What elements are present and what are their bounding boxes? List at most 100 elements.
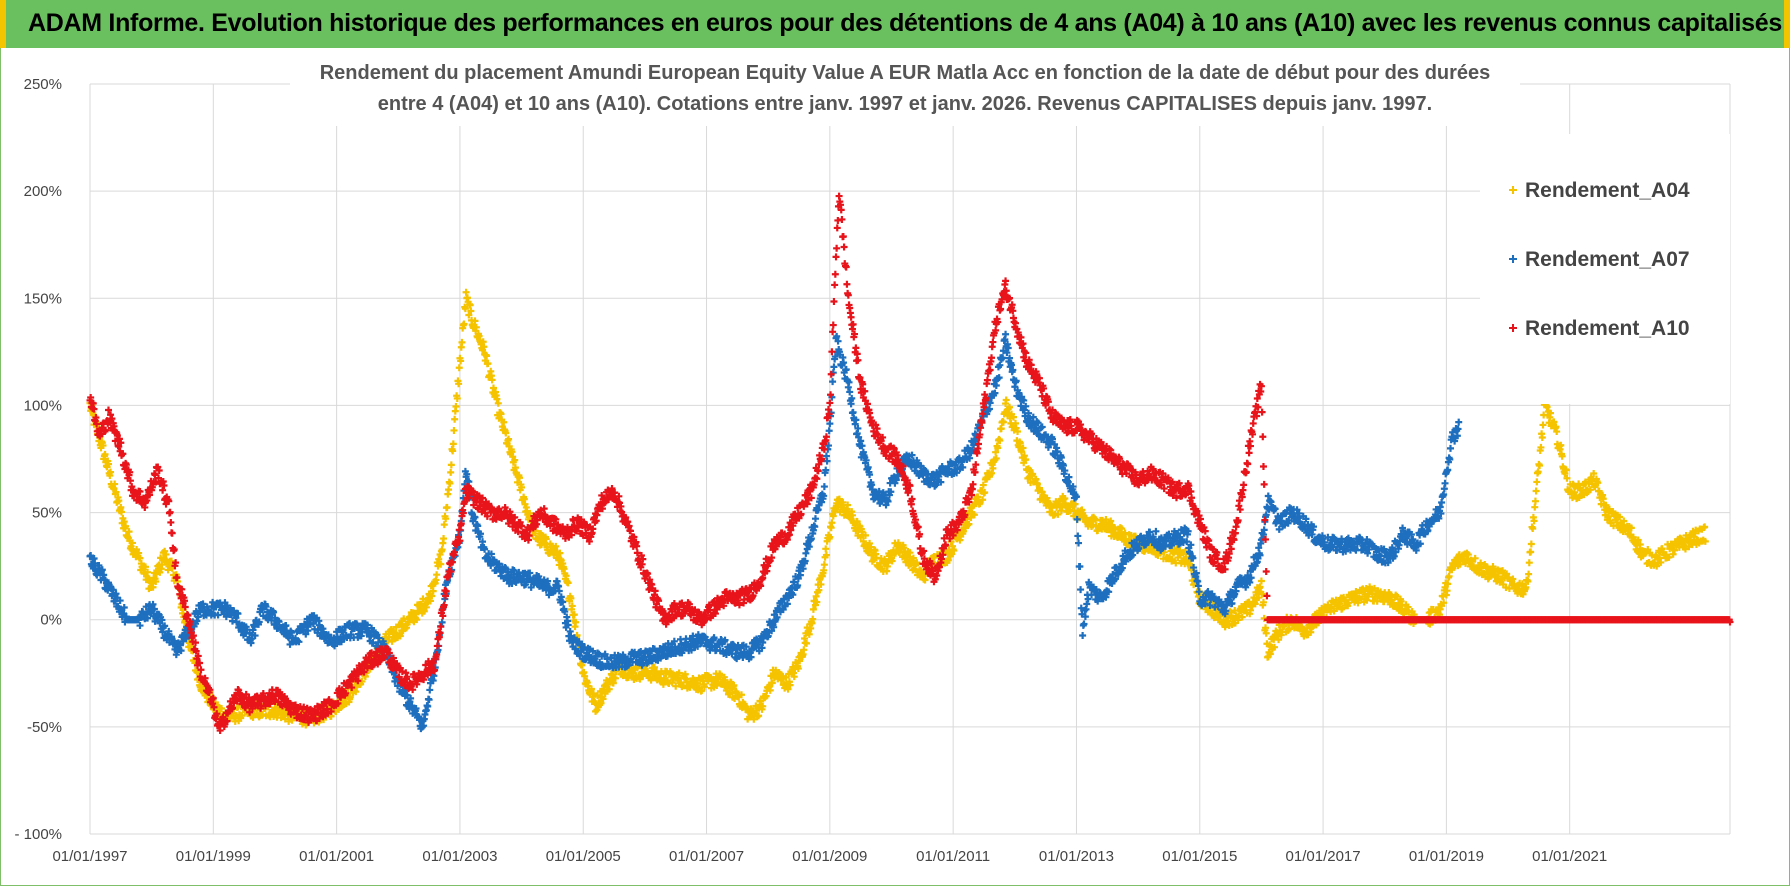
data-point <box>1527 540 1535 548</box>
x-tick-label: 01/01/2005 <box>546 848 621 865</box>
data-points <box>86 192 1734 734</box>
data-point <box>1536 461 1544 469</box>
x-tick-label: 01/01/2003 <box>422 848 497 865</box>
data-point <box>1258 590 1266 598</box>
data-point <box>913 559 921 567</box>
data-point <box>944 556 952 564</box>
data-point <box>979 496 987 504</box>
data-point <box>1210 614 1218 622</box>
data-point <box>1014 428 1022 436</box>
data-point <box>809 615 817 623</box>
data-point <box>218 705 226 713</box>
data-point <box>1077 586 1085 594</box>
data-point <box>672 682 680 690</box>
data-point <box>505 435 513 443</box>
data-point <box>1054 510 1062 518</box>
data-point <box>1257 577 1265 585</box>
data-point <box>906 549 914 557</box>
data-point <box>997 425 1005 433</box>
data-point <box>1531 497 1539 505</box>
data-point <box>488 376 496 384</box>
data-point <box>455 364 463 372</box>
data-point <box>1121 529 1129 537</box>
data-point <box>768 679 776 687</box>
data-point <box>111 480 119 488</box>
x-tick-label: 01/01/2015 <box>1162 848 1237 865</box>
data-point <box>125 528 133 536</box>
data-point <box>429 587 437 595</box>
data-point <box>449 447 457 455</box>
data-point <box>1527 548 1535 556</box>
data-point <box>152 578 160 586</box>
data-point <box>428 592 436 600</box>
data-point <box>809 605 817 613</box>
data-point <box>1448 566 1456 574</box>
data-point <box>1118 525 1126 533</box>
data-point <box>578 661 586 669</box>
data-point <box>1539 421 1547 429</box>
data-point <box>1035 484 1043 492</box>
data-point <box>650 663 658 671</box>
data-point <box>455 380 463 388</box>
data-point <box>994 444 1002 452</box>
data-point <box>992 448 1000 456</box>
data-point <box>1074 532 1082 540</box>
report-title: ADAM Informe. Evolution historique des p… <box>28 9 1782 37</box>
data-point <box>830 363 838 371</box>
data-point <box>471 317 479 325</box>
data-point <box>988 469 996 477</box>
data-point <box>133 545 141 553</box>
data-point <box>1026 466 1034 474</box>
data-point <box>453 394 461 402</box>
data-point <box>815 586 823 594</box>
data-point <box>800 646 808 654</box>
data-point <box>438 546 446 554</box>
data-point <box>466 301 474 309</box>
data-point <box>440 535 448 543</box>
data-point <box>1441 479 1449 487</box>
data-point <box>104 460 112 468</box>
x-tick-label: 01/01/2017 <box>1286 848 1361 865</box>
data-point <box>826 533 834 541</box>
data-point <box>581 672 589 680</box>
x-tick-label: 01/01/2001 <box>299 848 374 865</box>
data-point <box>970 511 978 519</box>
data-point <box>128 539 136 547</box>
data-point <box>1344 599 1352 607</box>
data-point <box>502 429 510 437</box>
y-tick-label: 150% <box>24 290 62 307</box>
data-point <box>449 440 457 448</box>
x-axis-tick-labels: 01/01/1997 01/01/1999 01/01/2001 01/01/2003… <box>52 848 1607 865</box>
data-point <box>1238 613 1246 621</box>
data-point <box>921 576 929 584</box>
data-point <box>1080 620 1088 628</box>
data-point <box>989 464 997 472</box>
data-point <box>716 671 724 679</box>
data-point <box>1022 456 1030 464</box>
data-point <box>162 550 170 558</box>
data-point <box>1002 330 1010 338</box>
data-point <box>494 399 502 407</box>
data-point <box>443 503 451 511</box>
data-point <box>1464 551 1472 559</box>
data-point <box>813 598 821 606</box>
scatter-chart: 250%200%150%100%50%0%-50%- 100% 01/01/19… <box>14 56 1734 865</box>
data-point <box>1262 629 1270 637</box>
data-point <box>461 305 469 313</box>
data-point <box>238 712 246 720</box>
data-point <box>888 557 896 565</box>
data-point <box>1029 470 1037 478</box>
data-point <box>811 515 819 523</box>
data-point <box>518 483 526 491</box>
data-point <box>599 695 607 703</box>
data-point <box>484 360 492 368</box>
report-header: ADAM Informe. Evolution historique des p… <box>0 0 1790 48</box>
data-point <box>794 665 802 673</box>
data-point <box>446 479 454 487</box>
data-point <box>611 674 619 682</box>
y-tick-label: 250% <box>24 76 62 93</box>
data-point <box>1363 596 1371 604</box>
data-point <box>1018 448 1026 456</box>
data-point <box>694 679 702 687</box>
data-point <box>817 580 825 588</box>
